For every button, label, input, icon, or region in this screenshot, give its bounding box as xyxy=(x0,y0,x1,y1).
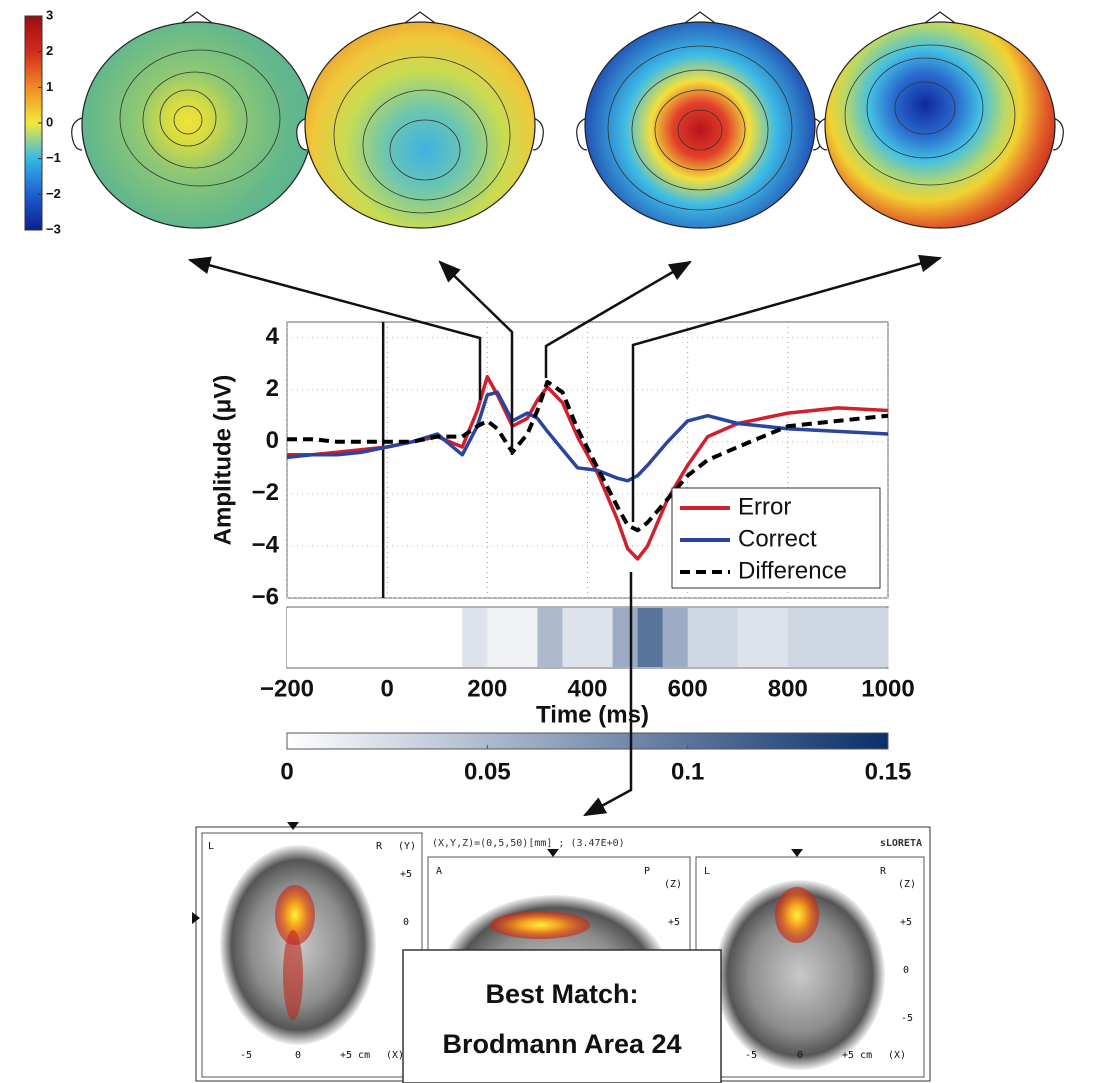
y-tick-label: 2 xyxy=(266,375,279,402)
heat-cell xyxy=(537,608,563,667)
area: Brodmann Area 24 xyxy=(442,1029,681,1059)
figure: −3−2−10123−20002004006008001000−6−4−2024… xyxy=(0,0,1096,1083)
x-tick-label: 800 xyxy=(768,675,808,702)
head xyxy=(297,12,544,228)
y-tick-label: 0 xyxy=(266,427,279,454)
heat-cell xyxy=(763,608,789,667)
label: R xyxy=(880,866,887,877)
label: L xyxy=(704,866,710,877)
label: +5 xyxy=(400,869,412,880)
label: +5 xyxy=(668,917,680,928)
label: +5 cm xyxy=(340,1050,370,1061)
heat-cell xyxy=(437,608,463,667)
heat-cell xyxy=(312,608,338,667)
tick-label: −3 xyxy=(46,221,61,236)
method: sLORETA xyxy=(880,838,922,849)
legend-label: Correct xyxy=(738,525,817,552)
x-tick-label: 0 xyxy=(380,675,393,702)
heat-cell xyxy=(663,608,689,667)
brain-panel: (X,Y,Z)=(0,5,50)[mm] ; (3.47E+0) sLORETA… xyxy=(192,822,930,1083)
tick-label: 1 xyxy=(46,79,53,94)
x-tick-label: 600 xyxy=(668,675,708,702)
label: P xyxy=(644,866,650,877)
label: 0 xyxy=(797,1050,803,1061)
label: R xyxy=(376,841,383,852)
label: A xyxy=(436,866,442,877)
tick-label: 0 xyxy=(280,758,293,785)
activation xyxy=(283,930,303,1020)
colorbar xyxy=(287,733,888,749)
x-tick-label: −200 xyxy=(260,675,314,702)
heat-cell xyxy=(362,608,388,667)
tick-label: 2 xyxy=(46,43,53,58)
label: 0 xyxy=(903,965,909,976)
heat-cell xyxy=(713,608,739,667)
y-tick-label: −6 xyxy=(252,583,279,610)
heat-cell xyxy=(588,608,614,667)
heat-cell xyxy=(638,608,664,667)
label: 0 xyxy=(295,1050,301,1061)
tick-label: 3 xyxy=(46,7,53,22)
heat-cell xyxy=(788,608,814,667)
y-tick-label: −2 xyxy=(252,479,279,506)
tick-label: 0.05 xyxy=(464,758,511,785)
activation xyxy=(490,911,590,939)
label: (Z) xyxy=(898,879,916,890)
y-tick-label: −4 xyxy=(252,531,280,558)
y-tick-label: 4 xyxy=(266,323,280,350)
activation xyxy=(775,887,819,943)
head xyxy=(817,12,1064,228)
label: (X) xyxy=(888,1050,906,1061)
label: 0 xyxy=(403,917,409,928)
heat-cell xyxy=(688,608,714,667)
head xyxy=(577,12,824,228)
topo-maps xyxy=(72,12,1064,228)
page: {"chart_data": [ {"type": "colorbar", "o… xyxy=(0,0,1096,1083)
heat-cell xyxy=(387,608,413,667)
legend-label: Difference xyxy=(738,557,847,584)
label: +5 cm xyxy=(842,1050,872,1061)
heat-cell xyxy=(838,608,864,667)
label: -5 xyxy=(901,1013,913,1024)
head xyxy=(72,12,323,228)
x-tick-label: 200 xyxy=(467,675,507,702)
tick-label: 0 xyxy=(46,114,53,129)
heat-cell xyxy=(512,608,538,667)
label: (Y) xyxy=(398,841,416,852)
coords: (X,Y,Z)=(0,5,50)[mm] ; (3.47E+0) xyxy=(432,838,625,849)
heat-cell xyxy=(813,608,839,667)
legend-label: Error xyxy=(738,493,791,520)
heat-cell xyxy=(462,608,488,667)
label-box xyxy=(403,950,721,1083)
label: -5 xyxy=(240,1050,252,1061)
y-axis-title: Amplitude (μV) xyxy=(209,375,236,546)
heat-cell xyxy=(287,608,313,667)
best-match: Best Match: xyxy=(485,979,638,1009)
tick-label: −1 xyxy=(46,150,61,165)
heat-cell xyxy=(738,608,764,667)
label: (X) xyxy=(386,1050,404,1061)
label: +5 xyxy=(900,917,912,928)
tick-label: 0.1 xyxy=(671,758,704,785)
heat-cell xyxy=(487,608,513,667)
label: (Z) xyxy=(664,879,682,890)
x-tick-label: 400 xyxy=(567,675,607,702)
heat-cell xyxy=(337,608,363,667)
heat-cell xyxy=(863,608,889,667)
tick-label: 0.15 xyxy=(865,758,912,785)
label: L xyxy=(208,841,214,852)
tick-label: −2 xyxy=(46,186,61,201)
heat-cell xyxy=(412,608,438,667)
heat-cell xyxy=(562,608,588,667)
label: -5 xyxy=(745,1050,757,1061)
heat-cell xyxy=(613,608,639,667)
x-tick-label: 1000 xyxy=(861,675,914,702)
